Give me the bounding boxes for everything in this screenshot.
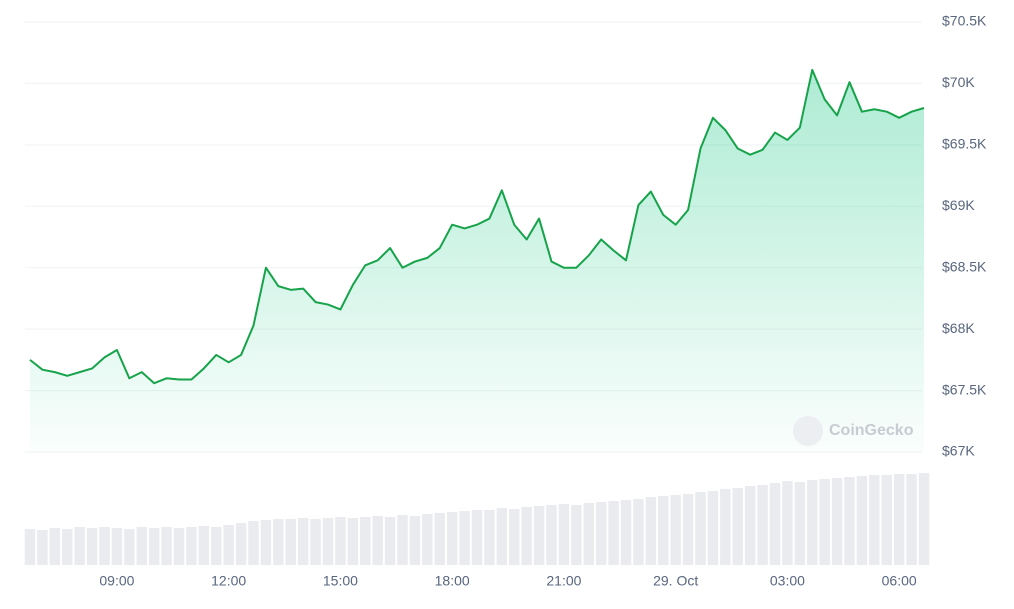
volume-bar: [893, 474, 905, 565]
volume-bar: [260, 520, 272, 565]
volume-bar: [658, 496, 669, 565]
y-tick-label: $69.5K: [942, 136, 987, 152]
volume-bar: [608, 501, 619, 565]
volume-bar: [906, 474, 917, 565]
volume-bar: [422, 514, 433, 565]
volume-bar: [347, 518, 359, 565]
volume-bar: [148, 528, 160, 565]
volume-bar: [384, 517, 396, 565]
x-tick-label: 18:00: [435, 573, 470, 589]
volume-bar: [223, 525, 234, 565]
volume-bar: [372, 516, 383, 565]
volume-bar: [682, 494, 694, 565]
volume-bar: [558, 504, 570, 565]
volume-bar: [633, 499, 644, 565]
y-tick-label: $68.5K: [942, 258, 987, 274]
volume-bar: [211, 527, 222, 565]
volume-bar: [583, 503, 594, 565]
volume-bar: [620, 500, 632, 565]
volume-bar: [484, 510, 495, 565]
volume-bar: [310, 519, 321, 565]
volume-bar: [881, 475, 892, 565]
x-tick-label: 06:00: [882, 573, 917, 589]
volume-bar: [446, 512, 458, 565]
volume-bar: [471, 510, 483, 565]
volume-bar: [509, 509, 520, 565]
volume-bar: [86, 528, 98, 565]
volume-bar: [360, 517, 371, 565]
volume-bar: [831, 478, 843, 565]
volume-bar: [918, 473, 930, 565]
volume-bar: [844, 477, 855, 565]
volume-bar: [856, 476, 868, 565]
volume-bar: [297, 518, 309, 565]
y-tick-label: $67K: [942, 443, 975, 459]
volume-bar: [24, 529, 36, 565]
volume-bar: [235, 523, 247, 565]
volume-bar: [819, 479, 830, 565]
volume-bar: [769, 483, 781, 565]
x-tick-label: 03:00: [770, 573, 805, 589]
volume-bar: [757, 485, 768, 565]
volume-bar: [198, 526, 210, 565]
volume-bar: [533, 506, 545, 565]
volume-bar: [744, 486, 756, 565]
volume-bar: [782, 481, 793, 565]
volume-bar: [707, 491, 719, 565]
volume-bar: [62, 529, 73, 565]
x-tick-label: 21:00: [546, 573, 581, 589]
volume-bar: [124, 529, 135, 565]
volume-bar: [285, 519, 296, 565]
volume-bar: [670, 495, 681, 565]
y-tick-label: $67.5K: [942, 381, 987, 397]
volume-bar: [496, 508, 508, 565]
volume-bar: [546, 505, 557, 565]
volume-bar: [397, 515, 408, 565]
y-tick-label: $68K: [942, 320, 975, 336]
watermark-text: CoinGecko: [829, 422, 914, 439]
volume-bar: [807, 480, 818, 565]
price-line: [29, 68, 925, 385]
volume-bar: [595, 502, 607, 565]
volume-bar: [111, 528, 123, 565]
volume-bar: [732, 488, 743, 565]
volume-bar: [409, 516, 421, 565]
volume-bar: [49, 528, 61, 565]
x-tick-label: 15:00: [323, 573, 358, 589]
volume-bar: [161, 527, 172, 565]
y-tick-label: $69K: [942, 197, 975, 213]
volume-bar: [521, 507, 532, 565]
volume-bar: [695, 492, 706, 565]
y-tick-label: $70.5K: [942, 13, 987, 29]
volume-bar: [335, 517, 346, 565]
volume-bar: [136, 527, 147, 565]
price-area: [30, 69, 924, 452]
volume-bar: [186, 527, 197, 565]
watermark: CoinGecko: [793, 416, 914, 446]
volume-bar: [173, 528, 185, 565]
y-tick-label: $70K: [942, 74, 975, 90]
x-tick-label: 09:00: [99, 573, 134, 589]
x-tick-label: 29. Oct: [653, 573, 698, 589]
volume-bar: [99, 527, 110, 565]
volume-bar: [720, 489, 731, 565]
volume-bar: [434, 513, 445, 565]
x-tick-label: 12:00: [211, 573, 246, 589]
volume-bar: [869, 475, 880, 565]
watermark-logo: [793, 416, 823, 446]
volume-bar: [74, 527, 85, 565]
volume-bar: [322, 518, 334, 565]
volume-bar: [794, 482, 806, 565]
volume-bar: [273, 519, 284, 565]
volume-bar: [37, 530, 48, 565]
volume-bar: [248, 521, 259, 565]
volume-bar: [459, 511, 470, 565]
volume-bar: [571, 505, 582, 565]
volume-bar: [645, 497, 657, 565]
